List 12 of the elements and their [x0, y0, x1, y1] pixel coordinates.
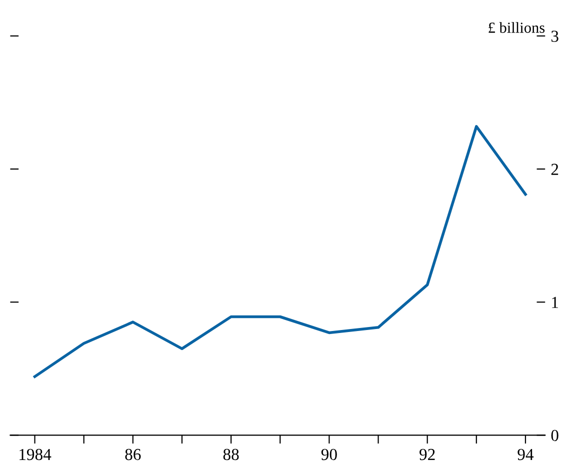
x-tick-label: 86	[125, 448, 141, 460]
y-tick-label: 0	[551, 430, 558, 442]
x-tick-label: 1984	[20, 448, 52, 460]
line-series	[33, 125, 527, 378]
y-tick-label: 2	[551, 164, 558, 175]
x-tick-label: 88	[223, 448, 239, 460]
x-tick-label: 94	[518, 448, 534, 460]
y-tick-label: 3	[551, 30, 558, 42]
x-tick-label: 90	[321, 448, 337, 460]
y-axis-title: £ billions	[488, 22, 545, 33]
x-tick-label: 92	[420, 448, 435, 460]
y-tick-label: 1	[552, 296, 558, 308]
